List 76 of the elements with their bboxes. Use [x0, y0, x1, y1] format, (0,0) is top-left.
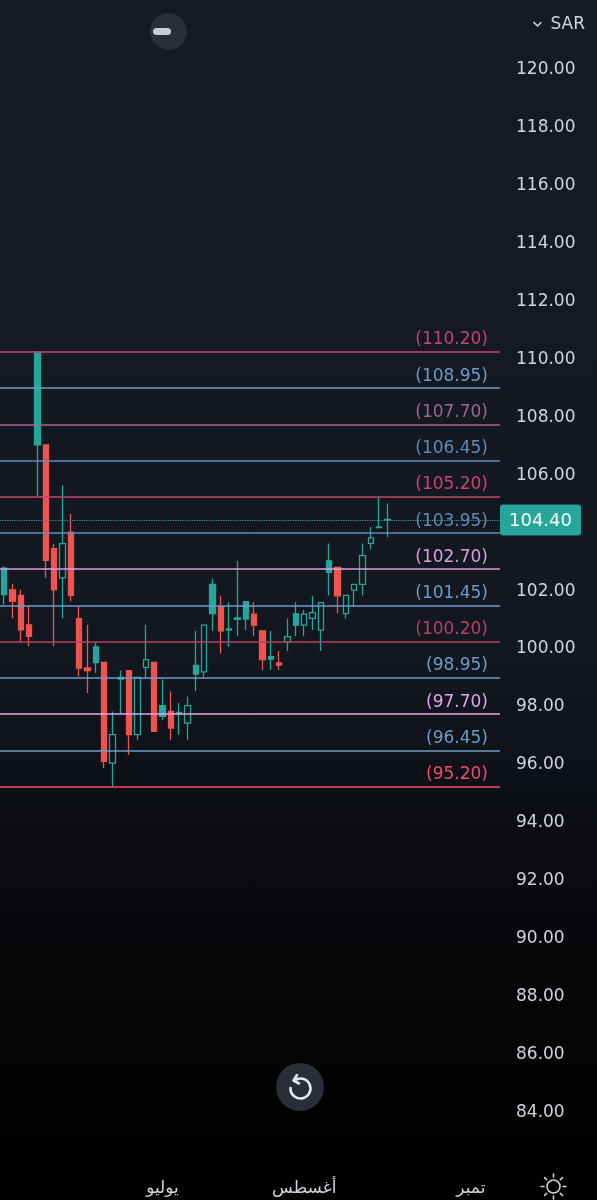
- ref-line-label: (96.45): [426, 726, 488, 747]
- ref-line-label: (106.45): [415, 437, 488, 458]
- candlestick: [50, 543, 58, 647]
- candlestick: [300, 609, 308, 637]
- candlestick: [283, 617, 292, 652]
- y-axis-title: SAR: [550, 12, 586, 33]
- ref-line-label: (108.95): [415, 364, 488, 385]
- candlestick: [225, 601, 233, 648]
- candlestick: [125, 669, 133, 756]
- ref-line-label: (107.70): [415, 400, 488, 421]
- y-tick-label: 92.00: [516, 869, 565, 890]
- y-tick-label: 102.00: [516, 579, 576, 600]
- candlestick: [183, 695, 192, 741]
- y-tick-label: 116.00: [516, 173, 576, 194]
- y-tick-label: 86.00: [516, 1043, 565, 1064]
- candlestick: [192, 630, 200, 692]
- candlestick: [142, 624, 150, 680]
- y-tick-label: 90.00: [516, 927, 565, 948]
- candlestick: [308, 595, 317, 631]
- candlestick: [258, 630, 267, 671]
- candlestick: [275, 650, 283, 671]
- y-tick-label: 88.00: [516, 985, 565, 1006]
- candlestick: [150, 661, 158, 733]
- y-tick-label: 114.00: [516, 231, 576, 252]
- candlestick: [167, 690, 175, 741]
- ref-line-label: (101.45): [415, 581, 488, 602]
- candlestick: [75, 605, 83, 678]
- x-tick-label: تمبر: [455, 1176, 486, 1197]
- candlestick: [0, 565, 8, 606]
- ref-line-label: (98.95): [426, 654, 488, 675]
- candlestick: [233, 560, 242, 637]
- x-tick-label: أغسطس: [271, 1175, 337, 1197]
- candlestick: [25, 605, 33, 647]
- ref-line-label: 104.40: [509, 509, 572, 531]
- ref-line-label: (95.20): [426, 763, 488, 784]
- ref-line-label: (97.70): [426, 690, 488, 711]
- candlestick: [17, 589, 25, 643]
- candlestick: [217, 595, 225, 655]
- y-tick-label: 108.00: [516, 405, 576, 426]
- y-tick-label: 84.00: [516, 1101, 565, 1121]
- ref-line-label: (105.20): [415, 473, 488, 494]
- y-tick-label: 120.00: [516, 58, 576, 78]
- candlestick: [267, 630, 275, 671]
- ref-line-label: (100.20): [415, 618, 488, 639]
- candlestick: [67, 513, 75, 603]
- candlestick: [200, 624, 208, 678]
- candlestick: [350, 583, 358, 608]
- candlestick: [33, 351, 42, 497]
- candlestick: [367, 526, 375, 551]
- candlestick: [333, 566, 342, 615]
- ref-line-label: (103.95): [415, 509, 488, 530]
- y-tick-label: 100.00: [516, 637, 576, 658]
- candlestick: [358, 542, 367, 597]
- x-tick-label: يوليو: [145, 1176, 180, 1197]
- y-tick-label: 118.00: [516, 115, 576, 136]
- y-tick-label: 98.00: [516, 695, 565, 716]
- y-tick-label: 106.00: [516, 463, 576, 484]
- candlestick: [208, 578, 217, 632]
- y-tick-label: 96.00: [516, 753, 565, 774]
- candlestick: [83, 624, 92, 694]
- candlestick: [250, 601, 258, 637]
- candlestick: [100, 661, 108, 769]
- y-tick-label: 94.00: [516, 811, 565, 832]
- candlestick: [175, 702, 183, 736]
- candlestick: [8, 583, 17, 619]
- candlestick: [108, 710, 117, 788]
- candlestick: [92, 641, 100, 674]
- y-tick-label: 110.00: [516, 347, 576, 368]
- ref-line-label: (110.20): [415, 328, 488, 349]
- candlestick: [317, 601, 325, 652]
- candlestick: [342, 594, 350, 620]
- candlestick: [133, 676, 142, 741]
- y-tick-label: 112.00: [516, 289, 576, 310]
- ref-line-label: (102.70): [415, 545, 488, 566]
- candlestick: [292, 601, 300, 637]
- candlestick: [42, 444, 50, 579]
